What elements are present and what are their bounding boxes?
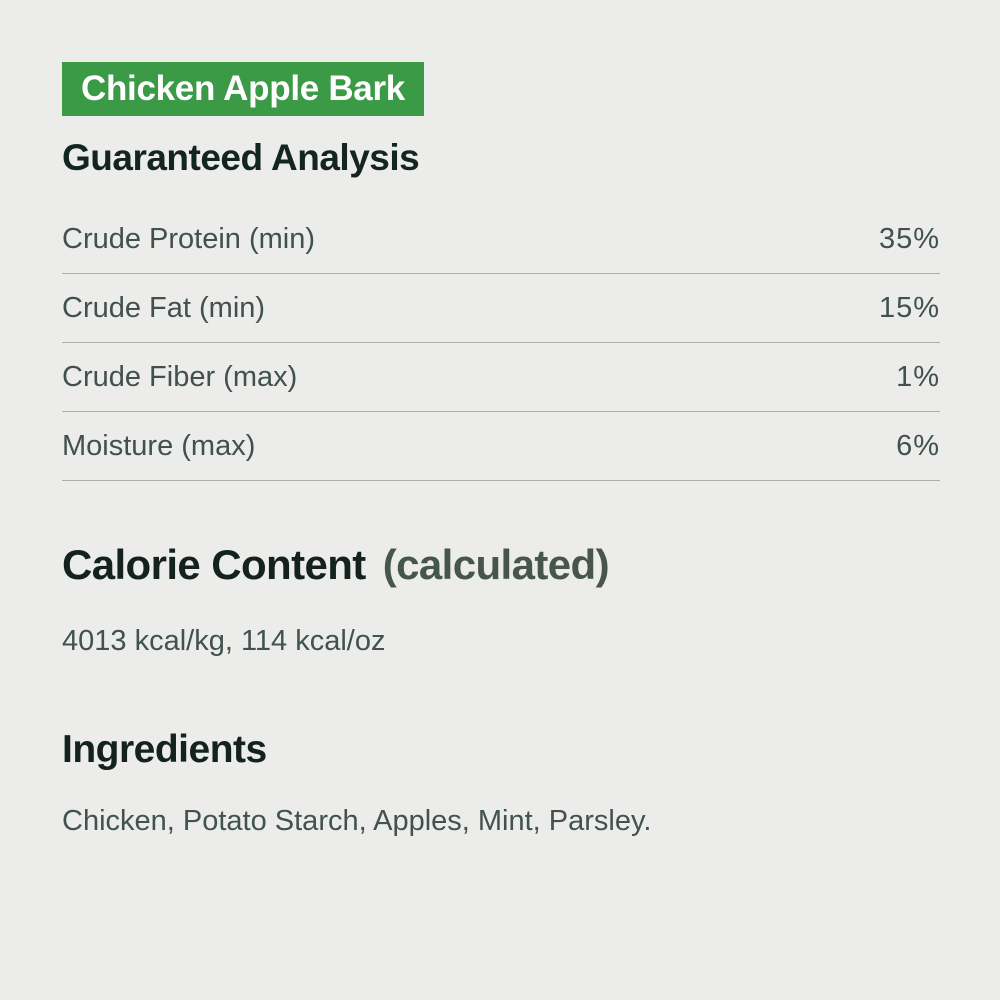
analysis-row: Crude Fat (min) 15% xyxy=(62,274,940,343)
analysis-value: 35% xyxy=(878,223,940,255)
analysis-row: Moisture (max) 6% xyxy=(62,412,940,481)
label-content: Chicken Apple Bark Guaranteed Analysis C… xyxy=(62,62,940,837)
ingredients-list: Chicken, Potato Starch, Apples, Mint, Pa… xyxy=(62,805,652,837)
analysis-label: Crude Fiber (max) xyxy=(62,361,298,393)
analysis-row: Crude Protein (min) 35% xyxy=(62,205,940,274)
analysis-value: 1% xyxy=(896,361,940,393)
guaranteed-analysis-heading: Guaranteed Analysis xyxy=(62,137,420,178)
calorie-values: 4013 kcal/kg, 114 kcal/oz xyxy=(62,625,386,657)
calorie-content-heading: Calorie Content (calculated) xyxy=(62,541,940,589)
calorie-heading-text: Calorie Content xyxy=(62,541,366,588)
analysis-value: 15% xyxy=(878,292,940,324)
analysis-table: Crude Protein (min) 35% Crude Fat (min) … xyxy=(62,205,940,481)
analysis-label: Moisture (max) xyxy=(62,430,256,462)
calorie-heading-suffix: (calculated) xyxy=(382,541,610,588)
analysis-row: Crude Fiber (max) 1% xyxy=(62,343,940,412)
analysis-value: 6% xyxy=(896,430,940,462)
analysis-label: Crude Protein (min) xyxy=(62,223,316,255)
ingredients-heading: Ingredients xyxy=(62,728,267,771)
product-title: Chicken Apple Bark xyxy=(81,69,405,108)
product-title-badge: Chicken Apple Bark xyxy=(62,62,424,116)
analysis-label: Crude Fat (min) xyxy=(62,292,266,324)
